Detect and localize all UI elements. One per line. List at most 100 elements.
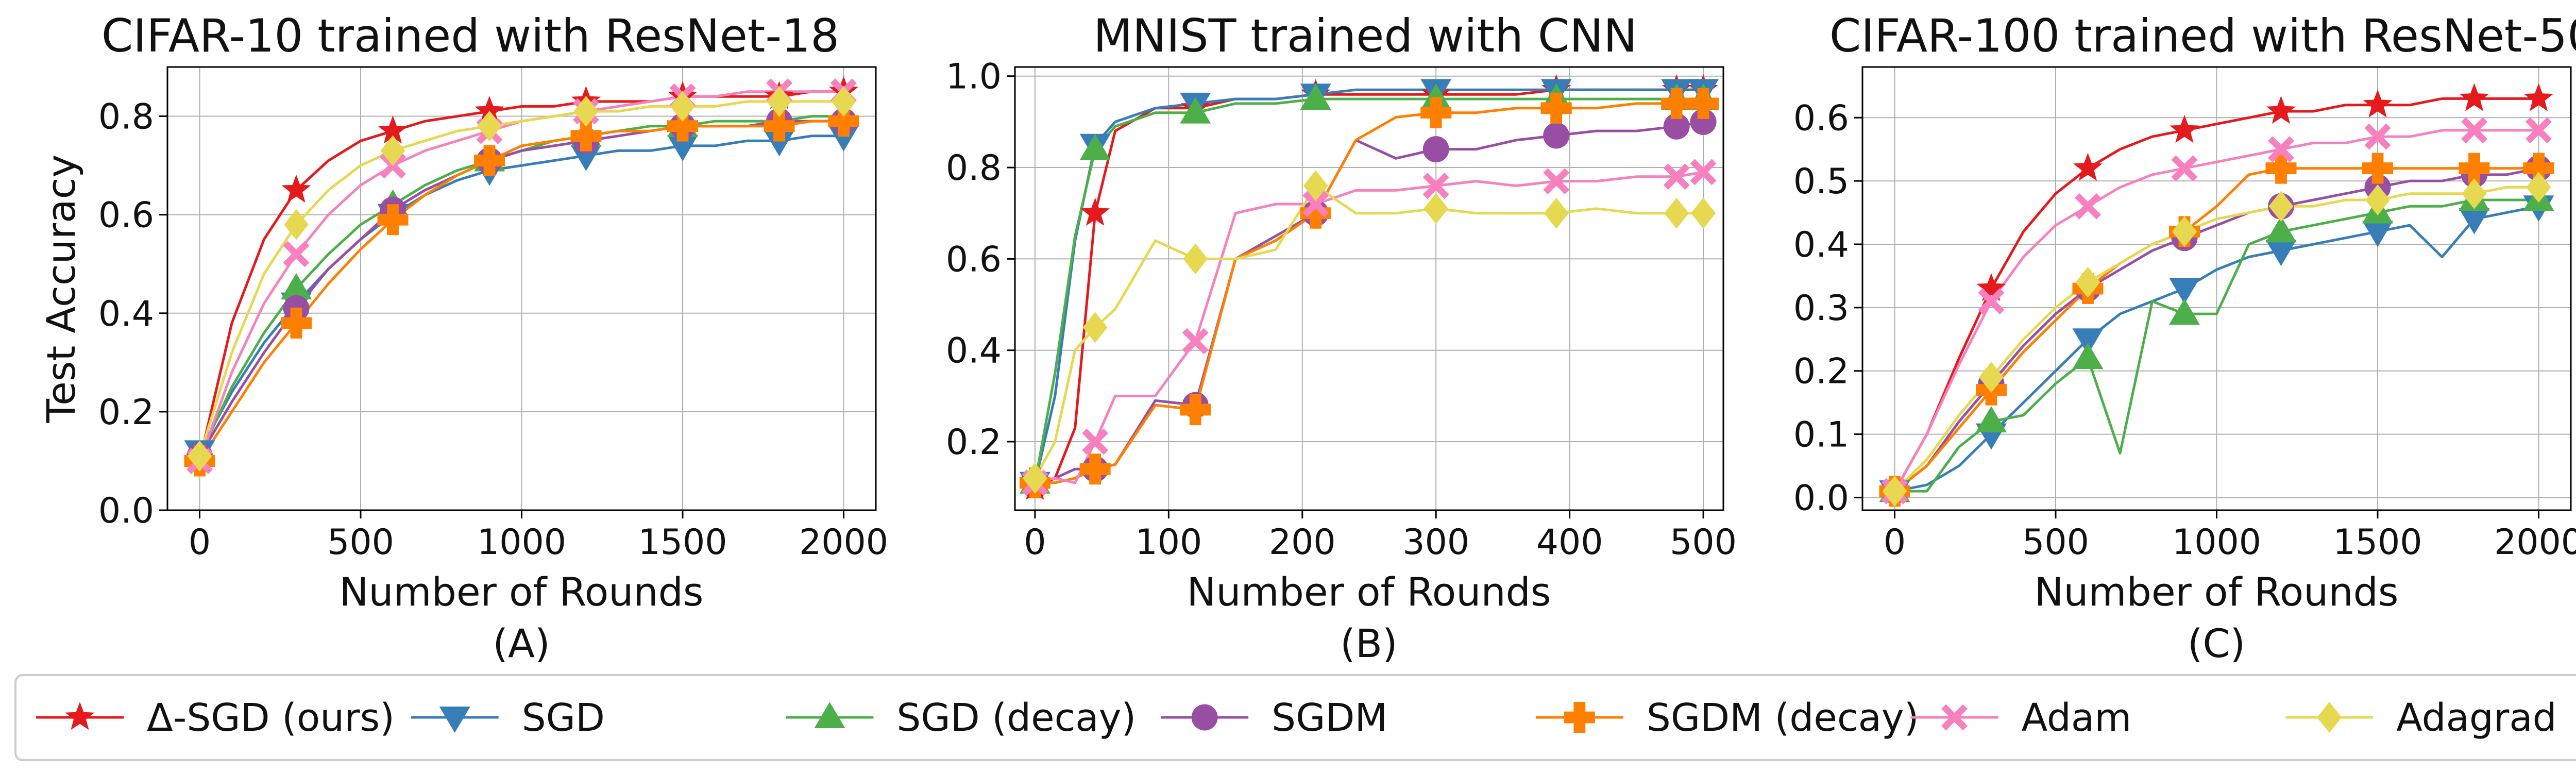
- data-point-sgd: [2169, 278, 2200, 304]
- data-point-adagrad: [1664, 197, 1689, 229]
- data-point-adagrad: [477, 110, 502, 142]
- data-point-sgdm-decay: [2265, 153, 2297, 184]
- data-point-adagrad: [573, 96, 599, 127]
- y-tick-label: 0.4: [98, 294, 154, 334]
- legend-marker-sgdm-decay: [1564, 702, 1595, 733]
- x-tick-label: 500: [327, 522, 394, 563]
- series-line-adagrad: [1893, 186, 2539, 492]
- series-line-sgd-decay: [1033, 97, 1704, 483]
- data-point-adagrad: [670, 91, 695, 122]
- y-tick-label: 0.0: [98, 491, 154, 531]
- series-line-sgd-ours: [198, 90, 844, 461]
- y-tick-label: 0.5: [1793, 161, 1849, 202]
- data-point-adagrad: [284, 209, 309, 240]
- panel-a-title: CIFAR-10 trained with ResNet-18: [101, 9, 839, 62]
- panel-a-ylabel: Test Accuracy: [38, 155, 84, 424]
- data-point-adagrad: [1979, 362, 2004, 393]
- series-line-sgd-ours: [1893, 97, 2539, 492]
- data-point-adam: [1302, 191, 1329, 217]
- panel-a-markers: [184, 76, 859, 477]
- y-tick-label: 0.2: [946, 422, 1002, 463]
- data-point-sgdm-decay: [1180, 394, 1211, 425]
- data-point-sgd-decay: [1180, 97, 1211, 124]
- x-tick-label: 1000: [477, 522, 566, 563]
- panel-a-yticks: 0.0 0.2 0.4 0.6 0.8: [98, 97, 167, 531]
- legend-marker-sgdm: [1191, 704, 1218, 731]
- legend-marker-adam: [1941, 704, 1968, 731]
- data-point-sgd: [667, 135, 698, 161]
- data-point-sgd-decay: [2169, 298, 2200, 325]
- data-point-sgd-ours: [1080, 197, 1110, 226]
- x-tick-label: 1500: [2333, 522, 2422, 563]
- legend-frame: [14, 674, 2576, 761]
- data-point-sgdm-decay: [764, 110, 795, 142]
- data-point-sgd-decay: [2265, 216, 2297, 243]
- data-point-adagrad: [767, 86, 792, 117]
- data-point-adagrad: [1082, 312, 1108, 343]
- data-point-sgdm-decay: [474, 145, 505, 176]
- data-point-sgd-ours: [2266, 96, 2296, 124]
- data-point-sgd-ours: [2363, 89, 2393, 118]
- x-tick-label: 0: [189, 522, 211, 563]
- data-point-sgdm-decay: [570, 120, 602, 152]
- series-line-sgd-ours: [1034, 88, 1704, 489]
- data-point-sgd: [2072, 328, 2104, 355]
- legend-marker-sgd-decay: [814, 702, 845, 728]
- data-point-adam: [2075, 193, 2101, 220]
- panel-c-sublabel: (C): [2188, 620, 2245, 666]
- y-tick-label: 0.4: [1793, 225, 1849, 265]
- data-point-sgd-decay: [1079, 133, 1111, 160]
- data-point-sgdm-decay: [377, 204, 409, 236]
- y-tick-label: 0.8: [98, 97, 154, 138]
- data-point-adam: [2171, 155, 2198, 182]
- y-tick-label: 0.6: [946, 239, 1002, 280]
- data-point-sgd: [764, 130, 795, 157]
- x-tick-label: 500: [2022, 522, 2089, 563]
- data-point-sgdm-decay: [1420, 97, 1452, 128]
- data-point-sgd-ours: [281, 174, 311, 203]
- data-point-sgd-ours: [2524, 83, 2553, 111]
- panel-a-xlabel: Number of Rounds: [340, 569, 704, 615]
- data-point-adagrad: [2172, 216, 2197, 247]
- panel-b-xticks: 0 100 200 300 400 500: [1024, 510, 1737, 563]
- data-point-sgdm: [1543, 122, 1570, 149]
- data-point-adagrad: [2462, 178, 2487, 209]
- data-point-sgd-ours: [1976, 273, 2006, 301]
- data-point-adam: [2526, 117, 2552, 144]
- panel-c-title: CIFAR-100 trained with ResNet-50: [1829, 9, 2576, 62]
- y-tick-label: 0.6: [1793, 98, 1849, 139]
- legend-label-sgdm: SGDM: [1272, 696, 1387, 740]
- data-point-adam: [1978, 288, 2005, 315]
- data-point-sgd: [2459, 208, 2490, 234]
- x-tick-label: 500: [1670, 522, 1737, 563]
- data-point-adam: [2461, 117, 2487, 144]
- data-point-sgd-decay: [1976, 406, 2007, 432]
- data-point-adagrad: [1423, 193, 1449, 224]
- data-point-sgdm-decay: [1688, 88, 1719, 119]
- y-tick-label: 0.6: [98, 195, 154, 236]
- panel-b-frame: [1014, 66, 1724, 511]
- data-point-sgdm-decay: [1661, 88, 1692, 119]
- data-point-sgd-ours: [2073, 153, 2103, 181]
- data-point-sgdm: [1663, 113, 1690, 140]
- legend-label-sgd-decay: SGD (decay): [896, 696, 1136, 740]
- data-point-sgd-ours: [474, 96, 504, 124]
- series-line-sgdm-decay: [1035, 102, 1704, 484]
- data-point-adagrad: [1882, 476, 1907, 507]
- y-tick-label: 0.0: [1793, 478, 1849, 518]
- data-point-sgd-ours: [2170, 114, 2199, 143]
- data-point-adagrad: [1691, 197, 1716, 229]
- data-point-adam: [2364, 123, 2391, 150]
- data-point-sgdm-decay: [1300, 197, 1331, 229]
- legend-marker-sgd: [439, 707, 470, 733]
- panel-b-grid: [1015, 67, 1723, 510]
- data-point-adam: [1422, 173, 1449, 199]
- data-point-adagrad: [2365, 184, 2390, 215]
- x-tick-label: 1000: [2172, 522, 2261, 563]
- data-point-sgdm: [1690, 108, 1717, 135]
- panel-b-markers: [1019, 74, 1719, 500]
- data-point-sgd-decay: [2072, 343, 2104, 370]
- x-tick-label: 1500: [638, 522, 727, 563]
- panel-c-grid: [1862, 67, 2571, 510]
